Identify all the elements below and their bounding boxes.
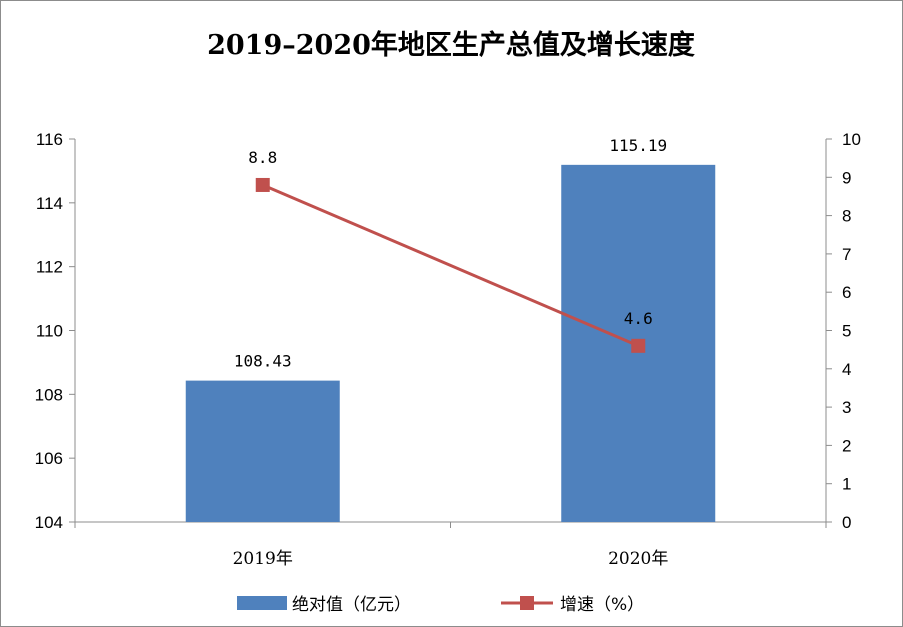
line-marker (631, 338, 646, 353)
y-left-tick-label: 110 (36, 322, 63, 341)
line-marker (255, 177, 270, 192)
legend-label-line: 增速（%） (560, 595, 644, 615)
y-left-tick-label: 114 (36, 194, 63, 213)
y-left-tick-label: 116 (36, 130, 63, 149)
y-right-tick-label: 1 (842, 475, 851, 494)
y-right-tick-label: 2 (842, 436, 851, 455)
chart-title: 2019–2020年地区生产总值及增长速度 (207, 29, 695, 61)
y-right-tick-label: 7 (842, 245, 851, 264)
bar (185, 380, 340, 522)
y-left-tick-label: 108 (35, 385, 63, 404)
line-series (262, 183, 639, 348)
legend-label-bar: 绝对值（亿元） (292, 595, 411, 615)
line-data-label: 4.6 (624, 309, 653, 328)
x-tick-label: 2020年 (608, 549, 668, 569)
y-left-tick-label: 112 (36, 258, 63, 277)
legend-swatch-line-marker (520, 596, 534, 610)
x-tick-label: 2019年 (233, 549, 293, 569)
y-right-tick-label: 0 (842, 513, 851, 532)
bar-data-label: 108.43 (234, 352, 292, 371)
legend-swatch-bar (237, 596, 287, 610)
y-right-tick-label: 6 (842, 283, 851, 302)
y-right-tick-label: 10 (842, 130, 861, 149)
y-right-tick-label: 5 (842, 322, 851, 341)
y-right-tick-label: 9 (842, 168, 851, 187)
y-left-tick-label: 104 (35, 513, 63, 532)
y-left-tick-label: 106 (35, 449, 63, 468)
y-right-tick-label: 4 (842, 360, 851, 379)
plot-area: 104 106 108 110 112 114 116 0 1 2 3 4 5 6 7 8 9 10 2019年 20… (35, 130, 861, 569)
legend: 绝对值（亿元） 增速（%） (237, 595, 644, 615)
y-right-tick-label: 8 (842, 207, 851, 226)
line-data-label: 8.8 (248, 148, 277, 167)
bar-data-label: 115.19 (609, 136, 667, 155)
y-right-tick-label: 3 (842, 398, 851, 417)
